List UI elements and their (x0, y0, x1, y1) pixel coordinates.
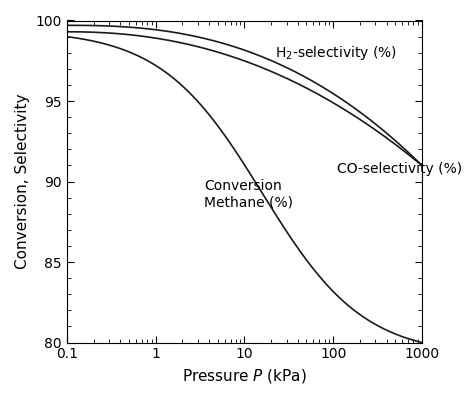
Text: H$_2$-selectivity (%): H$_2$-selectivity (%) (275, 44, 397, 62)
Text: Conversion
Methane (%): Conversion Methane (%) (204, 179, 293, 210)
Y-axis label: Conversion, Selectivity: Conversion, Selectivity (15, 94, 30, 269)
Text: CO-selectivity (%): CO-selectivity (%) (337, 162, 462, 176)
X-axis label: Pressure $P$ (kPa): Pressure $P$ (kPa) (182, 367, 307, 385)
